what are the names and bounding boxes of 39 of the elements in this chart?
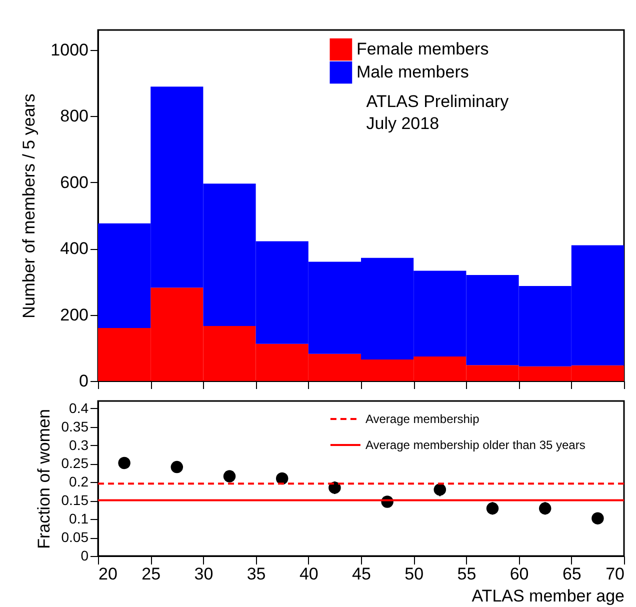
y-tick-label: 0.1 bbox=[69, 510, 89, 527]
point bbox=[223, 470, 236, 482]
legend-label: Average membership older than 35 years bbox=[365, 438, 586, 452]
y-tick-label: 0.15 bbox=[61, 492, 89, 508]
x-tick-label: 70 bbox=[606, 564, 624, 584]
x-tick-label: 20 bbox=[98, 564, 118, 584]
y-tick-label: 0.3 bbox=[69, 436, 89, 453]
annotation: July 2018 bbox=[366, 114, 440, 133]
y-tick-label: 400 bbox=[60, 239, 88, 258]
point bbox=[118, 456, 130, 470]
x-tick-label: 55 bbox=[457, 564, 476, 584]
point bbox=[592, 512, 604, 524]
x-tick-label: 65 bbox=[562, 564, 582, 584]
y-tick-label: 800 bbox=[60, 106, 88, 126]
y-tick-label: 1000 bbox=[50, 40, 88, 60]
y-tick-label: 0.4 bbox=[69, 400, 89, 416]
point bbox=[170, 460, 184, 474]
y-tick-label: 0.2 bbox=[69, 474, 89, 490]
y-tick-label: 0 bbox=[80, 548, 89, 564]
annotation: ATLAS Preliminary bbox=[366, 92, 510, 111]
legend-label: Female members bbox=[356, 40, 489, 58]
y-tick-label: 200 bbox=[60, 305, 88, 324]
legend-label: Male members bbox=[356, 62, 469, 82]
x-axis-title: ATLAS member age bbox=[472, 586, 624, 606]
x-tick-label: 60 bbox=[510, 564, 529, 584]
y-tick-label: 0.25 bbox=[61, 455, 89, 472]
x-tick-label: 45 bbox=[352, 564, 371, 584]
y-tick-label: 0.35 bbox=[61, 418, 89, 434]
y-axis-title: Fraction of women bbox=[34, 409, 54, 549]
x-tick-label: 30 bbox=[194, 564, 214, 584]
y-tick-label: 0 bbox=[79, 372, 88, 390]
x-tick-label: 50 bbox=[404, 564, 424, 584]
y-tick-label: 0.05 bbox=[61, 529, 89, 546]
x-tick-label: 40 bbox=[299, 564, 318, 584]
y-axis-title: Number of members / 5 years bbox=[20, 94, 39, 318]
x-tick-label: 25 bbox=[142, 564, 161, 584]
y-tick-label: 600 bbox=[60, 172, 88, 192]
legend-label: Average membership bbox=[365, 412, 480, 426]
x-tick-label: 35 bbox=[246, 564, 266, 584]
